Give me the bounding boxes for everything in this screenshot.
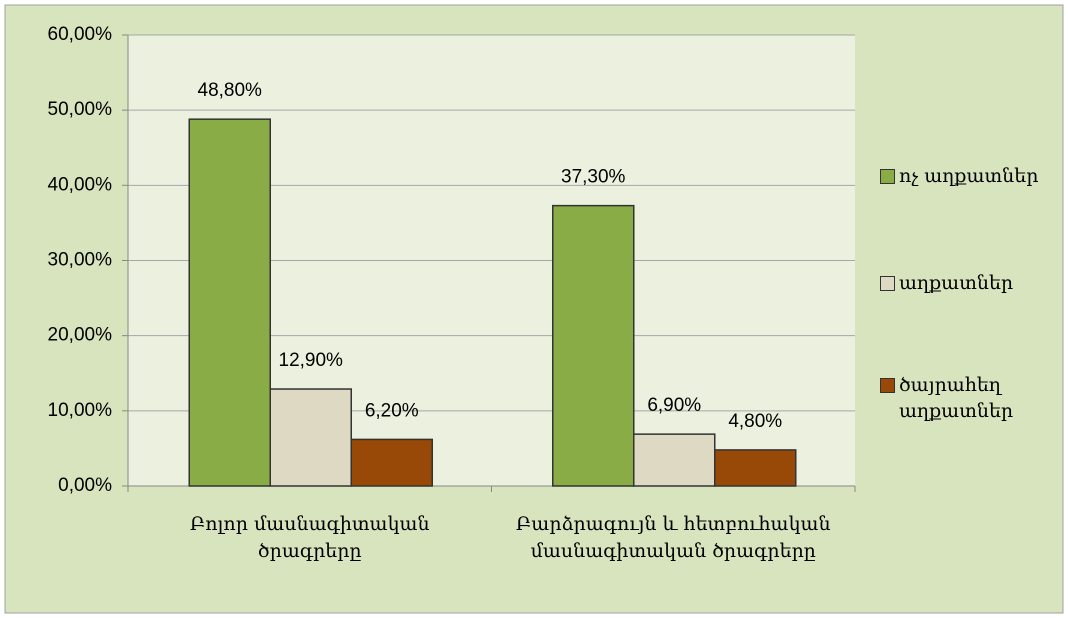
x-tick-label: Բոլոր մասնագիտական ծրագրերը	[189, 513, 430, 562]
bar	[552, 204, 635, 487]
y-tick-label: 50,00%	[48, 99, 113, 120]
legend-item: աղքատներ	[880, 270, 1060, 296]
legend-item: ծայրահեղ աղքատներ	[880, 372, 1060, 424]
y-tick-label: 10,00%	[48, 400, 113, 421]
bar	[350, 438, 433, 487]
legend-swatch	[880, 169, 895, 184]
data-label: 12,90%	[279, 350, 344, 371]
legend-swatch	[880, 378, 895, 393]
x-tick-label: Բարձրագույն և հետբուհական մասնագիտական ծ…	[515, 513, 831, 562]
legend-label: աղքատներ	[899, 272, 1014, 294]
data-label: 4,80%	[728, 411, 782, 432]
data-label: 37,30%	[561, 167, 626, 188]
data-label: 6,90%	[647, 395, 701, 416]
y-tick-label: 0,00%	[58, 475, 112, 496]
y-tick-label: 40,00%	[48, 174, 113, 195]
legend-label: ծայրահեղ աղքատներ	[899, 374, 1014, 422]
y-tick-label: 20,00%	[48, 325, 113, 346]
data-label: 6,20%	[365, 400, 419, 421]
bar	[714, 449, 797, 487]
bar	[188, 118, 271, 487]
legend-item: ոչ աղքատներ	[880, 163, 1060, 189]
y-tick-label: 30,00%	[48, 250, 113, 271]
bar	[633, 433, 716, 487]
legend-label: ոչ աղքատներ	[899, 165, 1039, 187]
data-label: 48,80%	[198, 80, 263, 101]
legend-swatch	[880, 276, 895, 291]
y-tick-label: 60,00%	[48, 24, 113, 45]
bar	[269, 388, 352, 487]
